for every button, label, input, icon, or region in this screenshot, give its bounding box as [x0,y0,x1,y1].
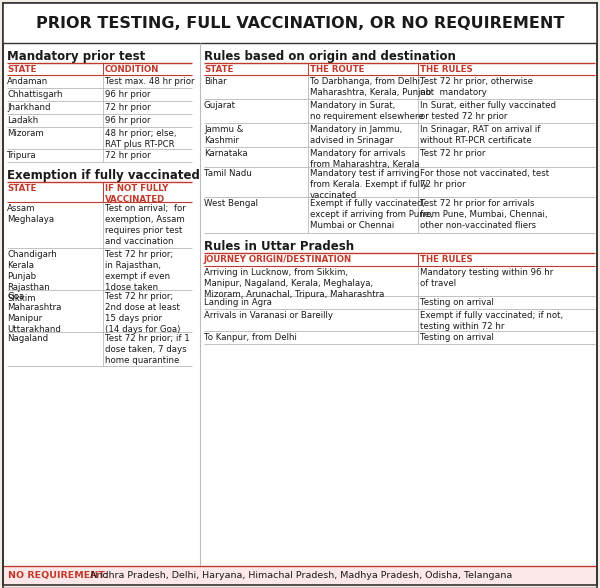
Text: Testing on arrival: Testing on arrival [420,298,494,307]
Text: Chhattisgarh: Chhattisgarh [7,90,62,99]
Text: Exemption if fully vaccinated: Exemption if fully vaccinated [7,169,200,182]
Text: Arriving in Lucknow, from Sikkim,
Manipur, Nagaland, Kerala, Meghalaya,
Mizoram,: Arriving in Lucknow, from Sikkim, Manipu… [204,268,385,299]
Text: Test 72 hr prior, otherwise
not  mandatory: Test 72 hr prior, otherwise not mandator… [420,77,533,97]
Text: To Kanpur, from Delhi: To Kanpur, from Delhi [204,333,297,342]
Text: STATE: STATE [204,65,233,74]
Text: Chandigarh
Kerala
Punjab
Rajasthan
Sikkim: Chandigarh Kerala Punjab Rajasthan Sikki… [7,250,57,303]
Text: IF NOT FULLY
VACCINATED: IF NOT FULLY VACCINATED [105,184,169,204]
Text: Tripura: Tripura [7,151,37,160]
Text: STATE: STATE [7,65,37,74]
Text: Test on arrival;  for
exemption, Assam
requires prior test
and vaccination: Test on arrival; for exemption, Assam re… [105,204,186,246]
Text: Mandatory for arrivals
from Maharashtra, Kerala: Mandatory for arrivals from Maharashtra,… [310,149,419,169]
Text: JOURNEY ORIGIN/DESTINATION: JOURNEY ORIGIN/DESTINATION [204,255,352,264]
Text: In Srinagar, RAT on arrival if
without RT-PCR certificate: In Srinagar, RAT on arrival if without R… [420,125,541,145]
Text: Andhra Pradesh, Delhi, Haryana, Himachal Pradesh, Madhya Pradesh, Odisha, Telang: Andhra Pradesh, Delhi, Haryana, Himachal… [84,571,512,580]
Text: 48 hr prior; else,
RAT plus RT-PCR: 48 hr prior; else, RAT plus RT-PCR [105,129,176,149]
Text: Rules based on origin and destination: Rules based on origin and destination [204,50,456,63]
Text: Mandatory testing within 96 hr
of travel: Mandatory testing within 96 hr of travel [420,268,553,288]
Text: Test 72 hr prior;
2nd dose at least
15 days prior
(14 days for Goa): Test 72 hr prior; 2nd dose at least 15 d… [105,292,181,335]
Text: Jammu &
Kashmir: Jammu & Kashmir [204,125,244,145]
Text: PRIOR TESTING, FULL VACCINATION, OR NO REQUIREMENT: PRIOR TESTING, FULL VACCINATION, OR NO R… [36,15,564,31]
Text: Bihar: Bihar [204,77,227,86]
Text: For those not vaccinated, test
72 hr prior: For those not vaccinated, test 72 hr pri… [420,169,549,189]
Text: Tamil Nadu: Tamil Nadu [204,169,252,178]
Text: Mandatory prior test: Mandatory prior test [7,50,145,63]
Text: Test 72 hr prior for arrivals
from Pune, Mumbai, Chennai,
other non-vaccinated f: Test 72 hr prior for arrivals from Pune,… [420,199,548,230]
Text: Nagaland: Nagaland [7,334,48,343]
Text: Mandatory in Jammu,
advised in Srinagar: Mandatory in Jammu, advised in Srinagar [310,125,402,145]
Text: Test 72 hr prior; if 1
dose taken, 7 days
home quarantine: Test 72 hr prior; if 1 dose taken, 7 day… [105,334,190,365]
Text: Mandatory in Surat,
no requirement elsewhere: Mandatory in Surat, no requirement elsew… [310,101,424,121]
Text: Test max. 48 hr prior: Test max. 48 hr prior [105,77,194,86]
Text: Mandatory test if arriving
from Kerala. Exempt if fully
vaccinated: Mandatory test if arriving from Kerala. … [310,169,428,200]
Text: Landing in Agra: Landing in Agra [204,298,272,307]
Text: NO REQUIREMENT:: NO REQUIREMENT: [8,571,108,580]
Text: Jharkhand: Jharkhand [7,103,50,112]
Text: Rules in Uttar Pradesh: Rules in Uttar Pradesh [204,240,354,253]
Text: THE ROUTE: THE ROUTE [310,65,364,74]
Text: Arrivals in Varanasi or Bareilly: Arrivals in Varanasi or Bareilly [204,311,333,320]
Text: THE RULES: THE RULES [420,255,473,264]
Text: 72 hr prior: 72 hr prior [105,103,151,112]
Text: Assam
Meghalaya: Assam Meghalaya [7,204,54,224]
Text: Karnataka: Karnataka [204,149,248,158]
Text: Exempt if fully vaccinated,
except if arriving from Pune,
Mumbai or Chennai: Exempt if fully vaccinated, except if ar… [310,199,433,230]
Text: Andaman: Andaman [7,77,48,86]
Text: Testing on arrival: Testing on arrival [420,333,494,342]
Text: Exempt if fully vaccinated; if not,
testing within 72 hr: Exempt if fully vaccinated; if not, test… [420,311,563,331]
Text: CONDITION: CONDITION [105,65,160,74]
Text: Gujarat: Gujarat [204,101,236,110]
Text: Mizoram: Mizoram [7,129,44,138]
Text: 72 hr prior: 72 hr prior [105,151,151,160]
Text: STATE: STATE [7,184,37,193]
Text: 96 hr prior: 96 hr prior [105,90,151,99]
Text: Test 72 hr prior: Test 72 hr prior [420,149,485,158]
Text: THE RULES: THE RULES [420,65,473,74]
Bar [3,566,597,588]
Text: 96 hr prior: 96 hr prior [105,116,151,125]
Text: Ladakh: Ladakh [7,116,38,125]
Text: Goa
Maharashtra
Manipur
Uttarakhand: Goa Maharashtra Manipur Uttarakhand [7,292,61,335]
Text: To Darbhanga, from Delhi,
Maharashtra, Kerala, Punjab: To Darbhanga, from Delhi, Maharashtra, K… [310,77,431,97]
Bar [3,3,597,43]
Text: In Surat, either fully vaccinated
or tested 72 hr prior: In Surat, either fully vaccinated or tes… [420,101,556,121]
Text: Test 72 hr prior;
in Rajasthan,
exempt if even
1dose taken: Test 72 hr prior; in Rajasthan, exempt i… [105,250,173,292]
Text: West Bengal: West Bengal [204,199,258,208]
